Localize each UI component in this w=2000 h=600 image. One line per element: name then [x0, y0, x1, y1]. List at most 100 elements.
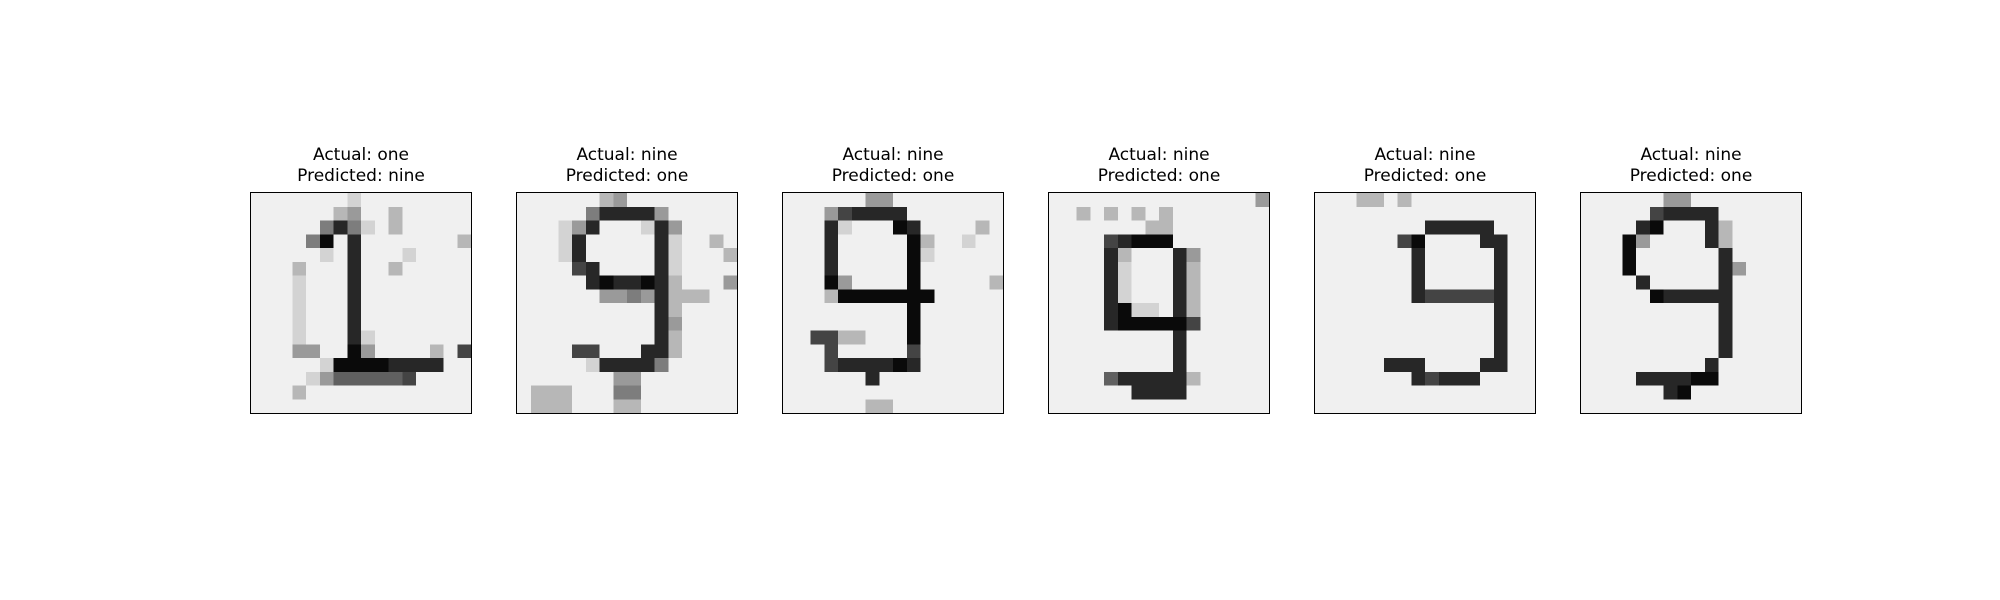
pixel-cell [682, 344, 697, 359]
pixel-cell [1493, 316, 1508, 331]
pixel-cell [961, 220, 976, 235]
pixel-cell [1342, 303, 1357, 318]
pixel-cell [1255, 248, 1269, 263]
pixel-cell [292, 371, 307, 386]
pixel-cell [1255, 330, 1269, 345]
pixel-cell [1214, 358, 1229, 373]
pixel-cell [1507, 330, 1522, 345]
pixel-cell [1480, 399, 1495, 413]
pixel-cell [1594, 344, 1609, 359]
pixel-cell [1104, 289, 1119, 304]
pixel-cell [1704, 193, 1719, 208]
pixel-cell [851, 385, 866, 400]
pixel-cell [948, 261, 963, 276]
pixel-cell [934, 344, 949, 359]
pixel-cell [443, 261, 458, 276]
pixel-cell [1732, 330, 1747, 345]
pixel-cell [1608, 220, 1623, 235]
subplot-title-predicted: Predicted: one [831, 166, 955, 186]
pixel-cell [824, 303, 839, 318]
pixel-cell [429, 358, 444, 373]
pixel-cell [361, 358, 376, 373]
pixel-cell [668, 399, 683, 413]
pixel-cell [1493, 275, 1508, 290]
pixel-cell [1200, 330, 1215, 345]
pixel-cell [347, 289, 362, 304]
pixel-cell [1090, 275, 1105, 290]
subplot-1: Actual: one Predicted: nine [250, 145, 472, 414]
pixel-cell [1425, 275, 1440, 290]
pixel-cell [851, 371, 866, 386]
pixel-cell [975, 330, 990, 345]
pixel-cell [278, 371, 293, 386]
pixel-cell [388, 220, 403, 235]
pixel-cell [1493, 358, 1508, 373]
pixel-cell [1145, 316, 1160, 331]
pixel-cell [1049, 330, 1064, 345]
pixel-cell [1131, 248, 1146, 263]
pixel-cell [613, 248, 628, 263]
subplot-title-actual: Actual: nine [842, 145, 944, 165]
pixel-cell [906, 289, 921, 304]
pixel-cell [1214, 303, 1229, 318]
pixel-cell [278, 399, 293, 413]
pixel-cell [796, 303, 811, 318]
pixel-cell [1773, 344, 1788, 359]
pixel-cell [1466, 220, 1481, 235]
pixel-cell [1732, 193, 1747, 208]
pixel-cell [640, 330, 655, 345]
pixel-cell [1732, 316, 1747, 331]
pixel-cell [1076, 261, 1091, 276]
pixel-cell [1145, 220, 1160, 235]
pixel-cell [1076, 234, 1091, 249]
pixel-cell [1159, 193, 1174, 208]
pixel-cell [558, 289, 573, 304]
pixel-cell [1411, 358, 1426, 373]
pixel-cell [292, 330, 307, 345]
pixel-cell [1663, 358, 1678, 373]
pixel-cell [989, 220, 1003, 235]
pixel-cell [1397, 371, 1412, 386]
pixel-cell [388, 289, 403, 304]
pixel-cell [1746, 399, 1761, 413]
pixel-cell [961, 358, 976, 373]
pixel-cell [333, 330, 348, 345]
pixel-cell [879, 206, 894, 221]
pixel-cell [1241, 220, 1256, 235]
pixel-cell [709, 261, 724, 276]
pixel-cell [1145, 234, 1160, 249]
pixel-cell [572, 385, 587, 400]
pixel-cell [517, 193, 532, 208]
pixel-cell [810, 275, 825, 290]
pixel-cell [572, 371, 587, 386]
pixel-cell [1214, 399, 1229, 413]
pixel-cell [1438, 206, 1453, 221]
pixel-cell [1356, 261, 1371, 276]
pixel-cell [1691, 193, 1706, 208]
pixel-cell [572, 220, 587, 235]
pixel-cell [1049, 193, 1064, 208]
pixel-cell [585, 358, 600, 373]
pixel-cell [585, 330, 600, 345]
pixel-cell [654, 371, 669, 386]
pixel-cell [585, 193, 600, 208]
pixel-cell [264, 206, 279, 221]
pixel-cell [1241, 399, 1256, 413]
pixel-cell [613, 261, 628, 276]
pixel-cell [517, 316, 532, 331]
digit-image [516, 192, 738, 414]
pixel-cell [1356, 275, 1371, 290]
pixel-cell [1773, 385, 1788, 400]
pixel-cell [1315, 248, 1330, 263]
pixel-cell [640, 371, 655, 386]
pixel-cell [948, 206, 963, 221]
pixel-cell [443, 275, 458, 290]
pixel-cell [1383, 275, 1398, 290]
pixel-cell [530, 234, 545, 249]
pixel-cell [1507, 316, 1522, 331]
pixel-cell [934, 193, 949, 208]
pixel-cell [558, 358, 573, 373]
pixel-cell [1466, 303, 1481, 318]
pixel-cell [558, 330, 573, 345]
pixel-cell [668, 358, 683, 373]
